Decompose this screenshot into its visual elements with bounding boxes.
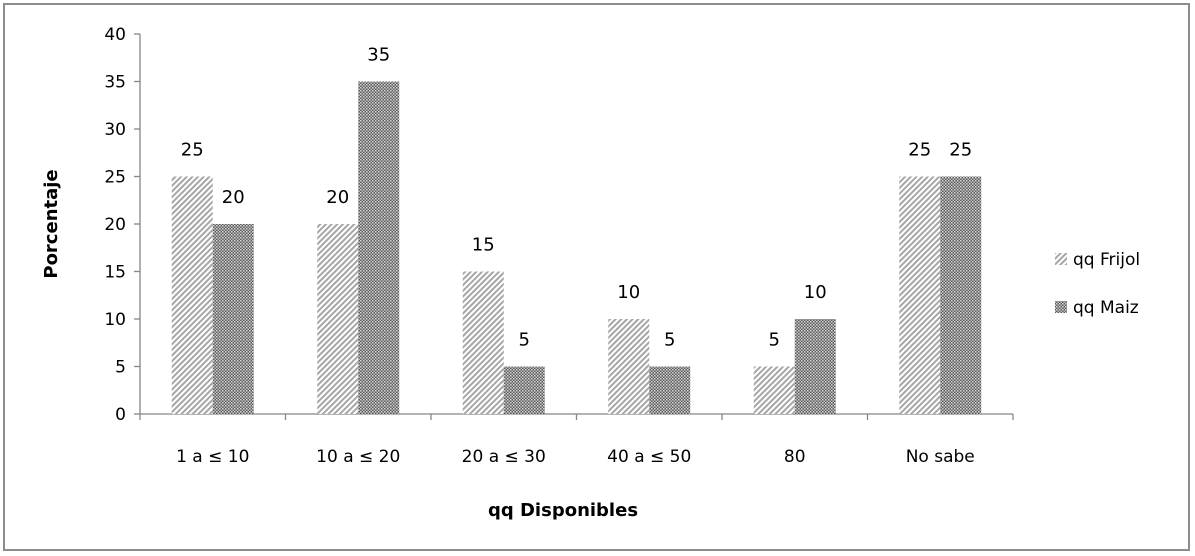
data-label: 20	[222, 187, 245, 208]
legend-label: qq Maiz	[1073, 298, 1139, 318]
bar-qq-frijol	[171, 176, 213, 414]
x-ticks: 1 a ≤ 10 10 a ≤ 20 20 a ≤ 30 40 a ≤ 50 80 No …	[139, 414, 1014, 467]
bar-qq-maiz	[794, 319, 836, 414]
y-tick-label: 10	[104, 310, 126, 330]
bar-qq-frijol	[608, 319, 650, 414]
y-tick-label: 35	[104, 73, 126, 93]
bars	[171, 81, 982, 414]
x-tick-label: 10 a ≤ 20	[316, 447, 400, 467]
x-tick-label: 80	[784, 447, 806, 467]
data-label: 25	[949, 140, 972, 161]
data-label: 25	[908, 140, 931, 161]
legend: qq Frijol qq Maiz	[1055, 250, 1140, 318]
bar-qq-maiz	[212, 224, 254, 414]
bar-qq-maiz	[358, 81, 400, 414]
axes	[139, 34, 1013, 415]
data-label: 10	[804, 282, 827, 303]
y-tick-label: 40	[104, 25, 126, 45]
y-ticks: 0 5 10 15 20 25 30 35 40	[104, 25, 140, 425]
y-tick-label: 5	[115, 358, 126, 378]
legend-label: qq Frijol	[1073, 250, 1140, 270]
y-tick-label: 15	[104, 263, 126, 283]
y-tick-label: 30	[104, 120, 126, 140]
x-tick-label: 20 a ≤ 30	[462, 447, 546, 467]
data-label: 20	[326, 187, 349, 208]
y-tick-label: 25	[104, 168, 126, 188]
x-tick-label: 40 a ≤ 50	[607, 447, 691, 467]
y-tick-label: 0	[115, 405, 126, 425]
legend-swatch	[1055, 301, 1067, 313]
y-tick-label: 20	[104, 215, 126, 235]
data-label: 35	[367, 45, 390, 66]
data-label: 15	[472, 235, 495, 256]
bar-qq-frijol	[899, 176, 941, 414]
data-label: 5	[769, 330, 780, 351]
bar-qq-maiz	[503, 366, 545, 414]
x-tick-label: No sabe	[906, 447, 975, 467]
data-label: 10	[617, 282, 640, 303]
bar-qq-frijol	[753, 366, 795, 414]
bar-qq-maiz	[940, 176, 982, 414]
bar-qq-maiz	[649, 366, 691, 414]
data-labels: 25 20 20 35 15 5 10 5 5 10 25 25	[181, 45, 972, 351]
y-axis-title: Porcentaje	[41, 169, 62, 278]
data-label: 5	[519, 330, 530, 351]
x-tick-label: 1 a ≤ 10	[176, 447, 249, 467]
bar-qq-frijol	[317, 224, 359, 414]
data-label: 5	[664, 330, 675, 351]
legend-swatch	[1055, 253, 1067, 265]
x-axis-title: qq Disponibles	[488, 500, 638, 521]
bar-qq-frijol	[462, 271, 504, 414]
data-label: 25	[181, 140, 204, 161]
